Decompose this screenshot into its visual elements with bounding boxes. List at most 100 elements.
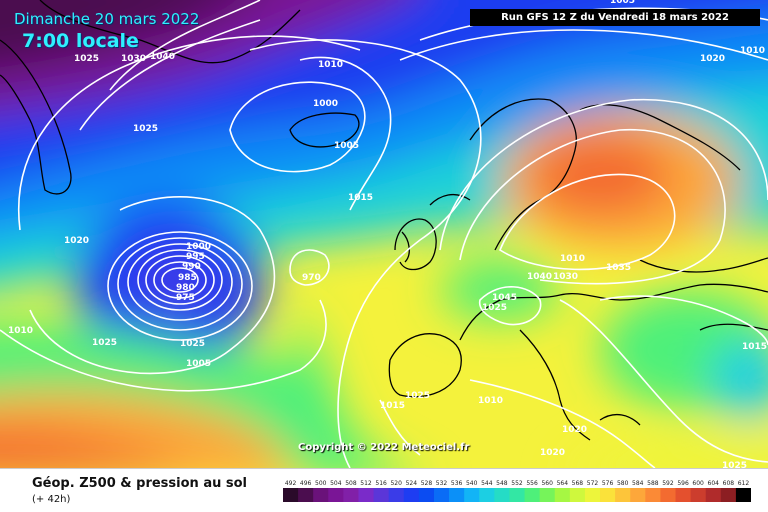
scale-color-swatch	[403, 488, 420, 502]
isobar-label: 1040	[527, 272, 552, 282]
scale-color-swatch	[298, 488, 314, 502]
isobar-label: 1010	[318, 60, 343, 70]
scale-tick-label: 576	[602, 480, 614, 487]
scale-tick-label: 504	[330, 480, 342, 487]
isobar-label: 975	[176, 293, 195, 303]
scale-color-swatch	[328, 488, 344, 502]
scale-tick-label: 528	[421, 480, 433, 487]
isobar-label: 1005	[610, 0, 635, 6]
scale-color-swatch	[418, 488, 435, 502]
isobar-label: 1015	[348, 193, 373, 203]
scale-tick-label: 564	[557, 480, 569, 487]
isobar-label: 995	[186, 252, 205, 262]
scale-color-swatch	[615, 488, 631, 502]
isobar-label: 1005	[186, 359, 211, 369]
scale-tick-label: 548	[496, 480, 508, 487]
scale-tick-label: 580	[617, 480, 629, 487]
isobar-label: 1025	[74, 54, 99, 64]
copyright-notice: Copyright © 2022 Meteociel.fr	[298, 442, 470, 453]
forecast-date: Dimanche 20 mars 2022	[14, 10, 200, 28]
isobar-label: 1020	[540, 448, 565, 458]
scale-tick-label: 604	[708, 480, 720, 487]
scale-tick-label: 572	[587, 480, 599, 487]
scale-color-swatch	[373, 488, 390, 502]
isobar-label: 1020	[700, 54, 725, 64]
scale-tick-label: 512	[360, 480, 372, 487]
isobar-label: 990	[182, 262, 201, 272]
scale-color-swatch	[630, 488, 646, 502]
isobar-label: 1025	[722, 461, 747, 468]
isobar-label: 1010	[560, 254, 585, 264]
scale-tick-label: 608	[723, 480, 735, 487]
isobar-label: 1025	[405, 391, 430, 401]
scale-color-swatch	[313, 488, 329, 502]
isobar-label: 1030	[553, 272, 578, 282]
scale-color-swatch	[645, 488, 661, 502]
isobar-labels: 1025 1030 10401025101010001005101510201000…	[8, 0, 767, 468]
scale-color-swatch	[675, 488, 692, 502]
scale-tick-label: 568	[572, 480, 584, 487]
isobar-label: 1010	[8, 326, 33, 336]
isobar-label: 1005	[334, 141, 359, 151]
scale-tick-label: 552	[511, 480, 523, 487]
isobar-label: 1025	[482, 303, 507, 313]
scale-color-swatch	[479, 488, 495, 502]
isobar-label: 1025	[133, 124, 158, 134]
isobar-label: 1010	[478, 396, 503, 406]
scale-tick-label: 536	[451, 480, 463, 487]
scale-color-swatch	[554, 488, 571, 502]
scale-color-swatch	[343, 488, 359, 502]
legend-title: Géop. Z500 & pression au sol	[32, 476, 247, 491]
color-scale-bar: 492 496 500 504 508 512 516 520 524 528 532 536 540 5…	[283, 480, 751, 502]
coastlines	[0, 0, 768, 441]
isobar-label: 1040	[150, 52, 175, 62]
scale-color-swatch	[569, 488, 586, 502]
legend-forecast-hours: (+ 42h)	[32, 494, 71, 505]
scale-tick-label: 496	[300, 480, 312, 487]
scale-tick-label: 508	[345, 480, 357, 487]
forecast-local-time: 7:00 locale	[22, 30, 139, 52]
scale-color-swatch	[660, 488, 677, 502]
isobar-label: 1015	[742, 342, 767, 352]
isobar-label: 1025	[92, 338, 117, 348]
scale-tick-label: 500	[315, 480, 327, 487]
scale-tick-label: 584	[632, 480, 644, 487]
isobar-label: 1020	[64, 236, 89, 246]
scale-color-swatch	[584, 488, 601, 502]
scale-tick-label: 560	[541, 480, 553, 487]
isobar-label: 985	[178, 273, 197, 283]
scale-tick-label: 588	[647, 480, 659, 487]
isobar-label: 1045	[492, 293, 517, 303]
scale-color-swatch	[388, 488, 405, 502]
scale-color-swatch	[735, 488, 751, 502]
isobar-label: 1035	[606, 263, 631, 273]
scale-tick-label: 520	[390, 480, 402, 487]
scale-color-swatch	[539, 488, 556, 502]
scale-tick-label: 544	[481, 480, 493, 487]
scale-tick-label: 492	[285, 480, 297, 487]
isobar-label: 970	[302, 273, 321, 283]
scale-tick-label: 556	[526, 480, 538, 487]
scale-tick-label: 596	[677, 480, 689, 487]
scale-tick-label: 592	[662, 480, 674, 487]
scale-color-swatch	[283, 488, 299, 502]
scale-tick-label: 516	[375, 480, 387, 487]
model-run-banner: Run GFS 12 Z du Vendredi 18 mars 2022	[470, 9, 760, 26]
scale-color-swatch	[433, 488, 450, 502]
scale-tick-label: 532	[436, 480, 448, 487]
scale-tick-label: 600	[692, 480, 704, 487]
scale-tick-label: 524	[406, 480, 418, 487]
scale-color-swatch	[600, 488, 616, 502]
scale-color-swatch	[690, 488, 707, 502]
isobar-label: 1025	[180, 339, 205, 349]
isobar-label: 1000	[186, 242, 211, 252]
isobar-label: 1030	[121, 54, 146, 64]
scale-color-swatch	[509, 488, 526, 502]
weather-map: 1025 1030 10401025101010001005101510201000…	[0, 0, 768, 468]
scale-color-swatch	[705, 488, 722, 502]
scale-color-swatch	[464, 488, 480, 502]
scale-tick-label: 540	[466, 480, 478, 487]
scale-tick-label: 612	[738, 480, 750, 487]
scale-color-swatch	[449, 488, 465, 502]
